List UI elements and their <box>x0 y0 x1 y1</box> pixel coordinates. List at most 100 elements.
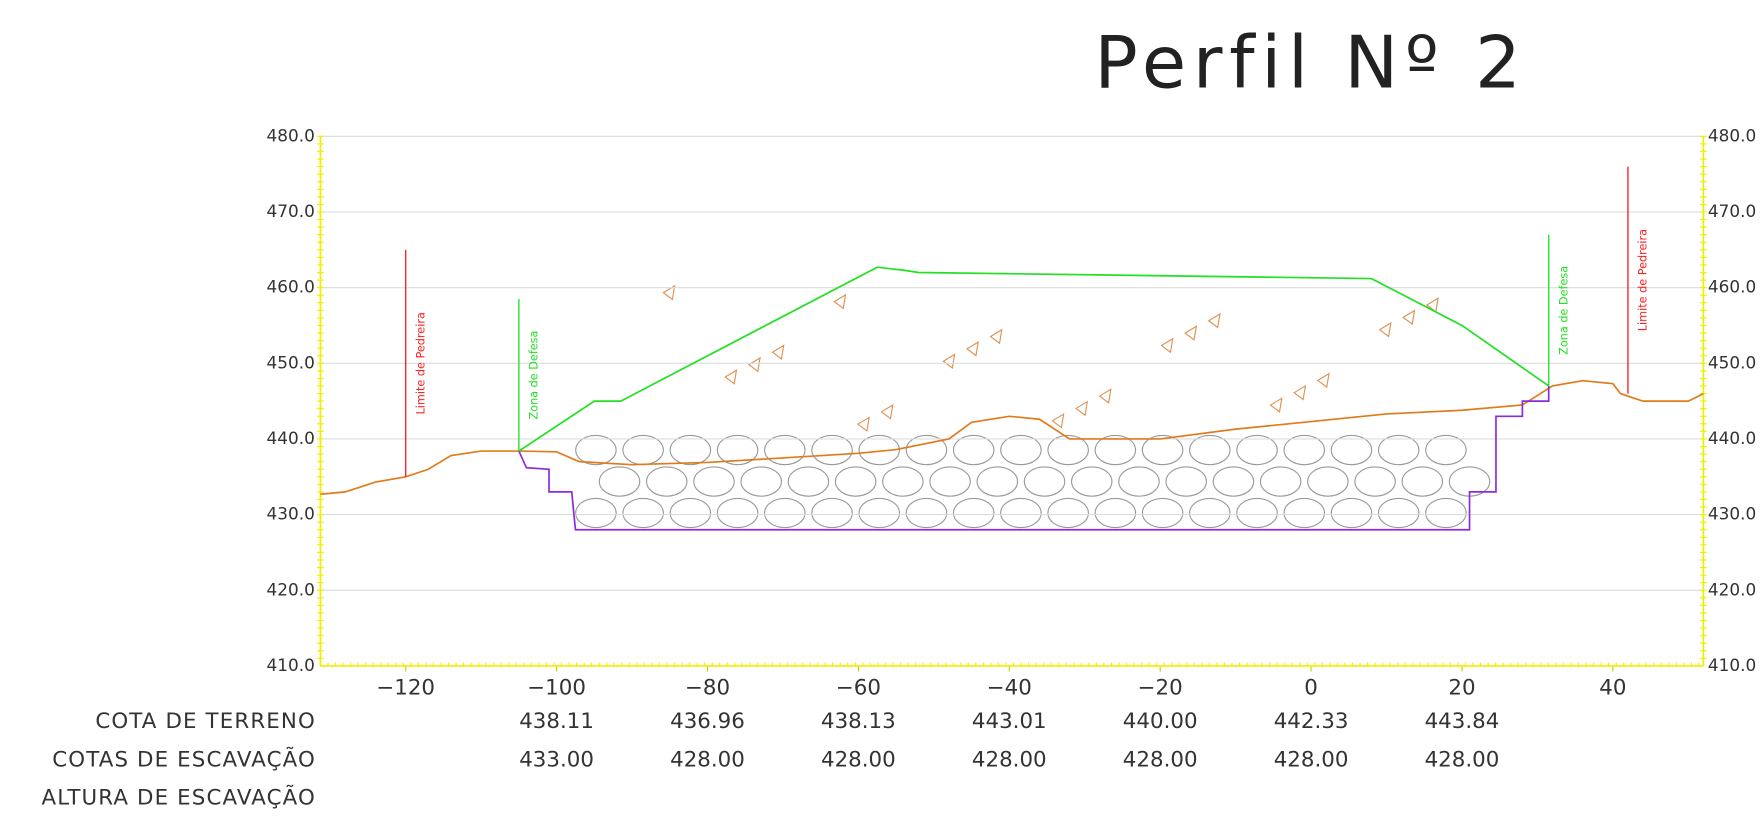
rock <box>1425 434 1467 466</box>
rock-pattern <box>575 284 1491 529</box>
rock <box>693 466 735 497</box>
table-cell: 443.01 <box>972 709 1047 734</box>
fill-symbol <box>833 293 847 310</box>
table-cell: 438.11 <box>519 709 594 734</box>
y-tick-label: 440.0 <box>267 428 315 448</box>
x-tick-label: −20 <box>1138 675 1183 700</box>
rock <box>622 434 664 466</box>
rock <box>716 434 759 466</box>
table-cell: 428.00 <box>670 747 745 772</box>
rock <box>764 497 806 529</box>
x-tick-label: −100 <box>527 675 586 700</box>
rock <box>1236 497 1278 529</box>
fill-symbol <box>1402 309 1416 326</box>
rock <box>858 497 901 529</box>
table-cell: 428.00 <box>1123 747 1198 772</box>
rock <box>1000 434 1042 466</box>
x-tick-label: −60 <box>836 675 881 700</box>
rock <box>1236 434 1278 466</box>
fill-symbol <box>965 340 979 357</box>
profile-line <box>518 385 1550 531</box>
fill-symbol <box>856 416 870 432</box>
rock <box>669 434 712 466</box>
rock <box>1330 497 1373 529</box>
y-tick-label-right: 450.0 <box>1708 352 1756 372</box>
rock <box>1425 497 1467 529</box>
x-tick-label: 20 <box>1448 675 1475 700</box>
table-cell: 428.00 <box>1425 747 1500 772</box>
rock <box>1259 466 1302 497</box>
chart-title: Perfil Nº 2 <box>1094 20 1527 104</box>
rock <box>952 434 995 466</box>
rock <box>1330 434 1373 466</box>
y-tick-label-right: 430.0 <box>1708 504 1756 524</box>
fill-symbol <box>771 344 785 360</box>
rock <box>1307 466 1349 497</box>
rock <box>1377 497 1420 529</box>
table-cell: 428.00 <box>1274 747 1349 772</box>
rock <box>834 466 877 497</box>
table-cell: 440.00 <box>1123 709 1198 734</box>
rock <box>1165 466 1208 497</box>
annotation-label: Zona de Defesa <box>528 331 541 420</box>
rock <box>1189 497 1231 529</box>
y-tick-label: 410.0 <box>267 655 315 675</box>
annotation-label: Limite de Pedreira <box>1637 229 1650 331</box>
rock <box>976 466 1019 497</box>
y-tick-label-right: 440.0 <box>1708 428 1756 448</box>
x-tick-label: −80 <box>685 675 730 700</box>
rock <box>1212 466 1255 497</box>
fill-symbol <box>1207 312 1221 329</box>
rock <box>575 497 617 529</box>
table-cell: 438.13 <box>821 709 896 734</box>
y-tick-label: 450.0 <box>267 352 315 372</box>
rock <box>882 466 924 497</box>
rock <box>1377 434 1420 466</box>
fill-symbol <box>989 328 1003 345</box>
rock <box>1047 434 1089 466</box>
rock <box>929 466 971 497</box>
y-tick-label-right: 470.0 <box>1708 201 1756 221</box>
rock <box>1283 434 1326 466</box>
fill-symbol <box>1098 388 1112 404</box>
fill-symbol <box>724 369 738 385</box>
fill-symbol <box>880 403 894 420</box>
fill-symbol <box>1293 384 1307 401</box>
rock <box>716 497 759 529</box>
y-tick-label-right: 410.0 <box>1708 655 1756 675</box>
rock <box>598 466 641 497</box>
rock <box>669 497 712 529</box>
y-tick-label-right: 460.0 <box>1708 277 1756 297</box>
rock <box>1401 466 1444 497</box>
fill-symbol <box>1160 337 1174 354</box>
y-tick-label: 420.0 <box>267 579 315 599</box>
rock <box>811 434 853 466</box>
rock <box>905 497 948 529</box>
y-tick-label: 460.0 <box>267 277 315 297</box>
table-row-label: COTA DE TERRENO <box>95 709 316 734</box>
y-tick-label: 480.0 <box>267 125 315 145</box>
rock <box>1141 434 1184 466</box>
profile-line <box>320 379 1704 496</box>
rock <box>1047 497 1089 529</box>
profile-line <box>518 266 1550 452</box>
rock <box>1141 497 1184 529</box>
x-tick-label: 40 <box>1599 675 1626 700</box>
rock <box>622 497 664 529</box>
y-tick-label: 430.0 <box>267 504 315 524</box>
fill-symbol <box>747 356 761 373</box>
rock <box>1070 466 1113 497</box>
rock <box>1023 466 1066 497</box>
fill-symbol <box>1051 412 1065 429</box>
fill-symbol <box>1075 400 1089 417</box>
fill-symbol <box>662 284 676 301</box>
rock <box>858 434 901 466</box>
x-tick-label: 0 <box>1304 675 1318 700</box>
rock <box>1000 497 1042 529</box>
table-row-label: ALTURA DE ESCAVAÇÃO <box>42 784 316 811</box>
table-cell: 442.33 <box>1274 709 1349 734</box>
y-tick-label: 470.0 <box>267 201 315 221</box>
fill-symbol <box>942 353 956 369</box>
annotation-label: Zona de Defesa <box>1557 266 1570 355</box>
